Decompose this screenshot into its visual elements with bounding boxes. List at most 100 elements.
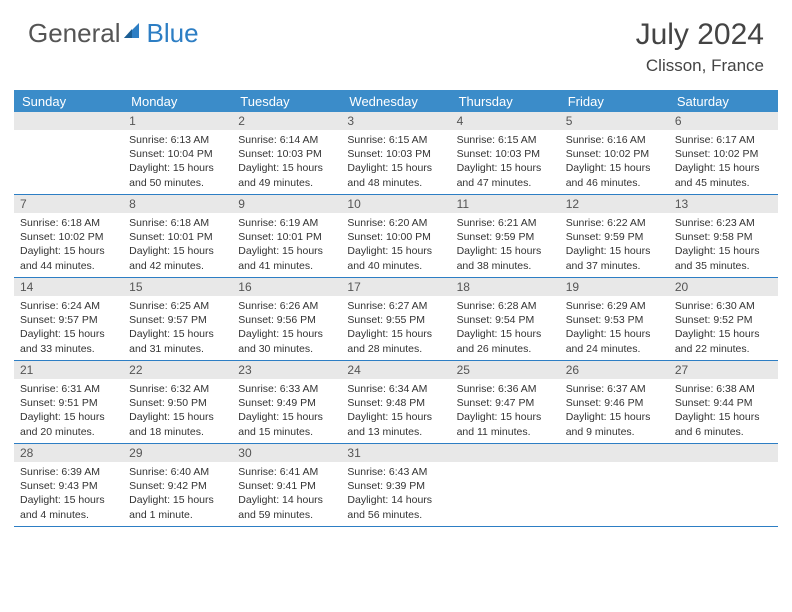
day-line: and 42 minutes. bbox=[129, 259, 226, 273]
day-number: 7 bbox=[14, 195, 123, 213]
day-line: Sunset: 9:42 PM bbox=[129, 479, 226, 493]
day-number: 3 bbox=[341, 112, 450, 130]
day-line: Sunrise: 6:13 AM bbox=[129, 133, 226, 147]
day-line: and 45 minutes. bbox=[675, 176, 772, 190]
day-line: Sunrise: 6:28 AM bbox=[457, 299, 554, 313]
day-number: 5 bbox=[560, 112, 669, 130]
day-body: Sunrise: 6:15 AMSunset: 10:03 PMDaylight… bbox=[341, 130, 450, 194]
day-number: 20 bbox=[669, 278, 778, 296]
day-cell: 8Sunrise: 6:18 AMSunset: 10:01 PMDayligh… bbox=[123, 195, 232, 277]
day-line: Sunset: 10:03 PM bbox=[457, 147, 554, 161]
day-cell: 10Sunrise: 6:20 AMSunset: 10:00 PMDaylig… bbox=[341, 195, 450, 277]
day-line: Daylight: 15 hours bbox=[675, 244, 772, 258]
day-line: Sunset: 10:02 PM bbox=[20, 230, 117, 244]
day-number: 26 bbox=[560, 361, 669, 379]
month-year: July 2024 bbox=[636, 18, 764, 52]
day-body: Sunrise: 6:28 AMSunset: 9:54 PMDaylight:… bbox=[451, 296, 560, 360]
day-line: Daylight: 15 hours bbox=[129, 244, 226, 258]
day-line: Daylight: 15 hours bbox=[347, 244, 444, 258]
day-body bbox=[560, 462, 669, 469]
day-line: and 37 minutes. bbox=[566, 259, 663, 273]
day-number: 21 bbox=[14, 361, 123, 379]
logo-sail-icon bbox=[121, 20, 143, 47]
day-line: Sunrise: 6:29 AM bbox=[566, 299, 663, 313]
day-line: Sunrise: 6:33 AM bbox=[238, 382, 335, 396]
day-cell: 23Sunrise: 6:33 AMSunset: 9:49 PMDayligh… bbox=[232, 361, 341, 443]
day-line: Sunset: 9:56 PM bbox=[238, 313, 335, 327]
day-body: Sunrise: 6:23 AMSunset: 9:58 PMDaylight:… bbox=[669, 213, 778, 277]
day-line: Sunset: 9:57 PM bbox=[20, 313, 117, 327]
day-line: and 6 minutes. bbox=[675, 425, 772, 439]
day-body: Sunrise: 6:43 AMSunset: 9:39 PMDaylight:… bbox=[341, 462, 450, 526]
day-number: 15 bbox=[123, 278, 232, 296]
day-body: Sunrise: 6:37 AMSunset: 9:46 PMDaylight:… bbox=[560, 379, 669, 443]
day-number bbox=[451, 444, 560, 462]
day-number bbox=[14, 112, 123, 130]
day-body: Sunrise: 6:29 AMSunset: 9:53 PMDaylight:… bbox=[560, 296, 669, 360]
day-line: Sunrise: 6:21 AM bbox=[457, 216, 554, 230]
day-line: Daylight: 15 hours bbox=[129, 410, 226, 424]
day-number: 22 bbox=[123, 361, 232, 379]
day-line: Sunset: 9:49 PM bbox=[238, 396, 335, 410]
day-line: Sunrise: 6:25 AM bbox=[129, 299, 226, 313]
day-cell: 11Sunrise: 6:21 AMSunset: 9:59 PMDayligh… bbox=[451, 195, 560, 277]
day-cell: 29Sunrise: 6:40 AMSunset: 9:42 PMDayligh… bbox=[123, 444, 232, 526]
day-line: Sunset: 10:00 PM bbox=[347, 230, 444, 244]
day-body: Sunrise: 6:15 AMSunset: 10:03 PMDaylight… bbox=[451, 130, 560, 194]
day-line: Daylight: 15 hours bbox=[20, 410, 117, 424]
day-line: Daylight: 15 hours bbox=[238, 410, 335, 424]
day-line: and 48 minutes. bbox=[347, 176, 444, 190]
weekday-header: Thursday bbox=[451, 90, 560, 112]
day-line: and 30 minutes. bbox=[238, 342, 335, 356]
day-body: Sunrise: 6:40 AMSunset: 9:42 PMDaylight:… bbox=[123, 462, 232, 526]
day-cell: 31Sunrise: 6:43 AMSunset: 9:39 PMDayligh… bbox=[341, 444, 450, 526]
day-line: and 13 minutes. bbox=[347, 425, 444, 439]
day-number: 27 bbox=[669, 361, 778, 379]
day-line: Sunset: 10:04 PM bbox=[129, 147, 226, 161]
day-line: Sunrise: 6:26 AM bbox=[238, 299, 335, 313]
day-number: 31 bbox=[341, 444, 450, 462]
day-body: Sunrise: 6:38 AMSunset: 9:44 PMDaylight:… bbox=[669, 379, 778, 443]
day-line: and 35 minutes. bbox=[675, 259, 772, 273]
day-line: Daylight: 15 hours bbox=[566, 161, 663, 175]
day-line: Daylight: 14 hours bbox=[238, 493, 335, 507]
day-cell: 14Sunrise: 6:24 AMSunset: 9:57 PMDayligh… bbox=[14, 278, 123, 360]
day-cell: 20Sunrise: 6:30 AMSunset: 9:52 PMDayligh… bbox=[669, 278, 778, 360]
day-line: and 56 minutes. bbox=[347, 508, 444, 522]
day-line: Sunrise: 6:22 AM bbox=[566, 216, 663, 230]
day-line: Daylight: 15 hours bbox=[20, 327, 117, 341]
day-cell: 30Sunrise: 6:41 AMSunset: 9:41 PMDayligh… bbox=[232, 444, 341, 526]
day-body: Sunrise: 6:31 AMSunset: 9:51 PMDaylight:… bbox=[14, 379, 123, 443]
day-line: and 22 minutes. bbox=[675, 342, 772, 356]
day-line: and 46 minutes. bbox=[566, 176, 663, 190]
day-cell: 9Sunrise: 6:19 AMSunset: 10:01 PMDayligh… bbox=[232, 195, 341, 277]
day-cell: 6Sunrise: 6:17 AMSunset: 10:02 PMDayligh… bbox=[669, 112, 778, 194]
day-line: Sunset: 9:50 PM bbox=[129, 396, 226, 410]
day-line: and 31 minutes. bbox=[129, 342, 226, 356]
day-line: Sunrise: 6:31 AM bbox=[20, 382, 117, 396]
day-line: Sunrise: 6:34 AM bbox=[347, 382, 444, 396]
day-body: Sunrise: 6:34 AMSunset: 9:48 PMDaylight:… bbox=[341, 379, 450, 443]
day-cell: 24Sunrise: 6:34 AMSunset: 9:48 PMDayligh… bbox=[341, 361, 450, 443]
day-line: Sunrise: 6:37 AM bbox=[566, 382, 663, 396]
day-body: Sunrise: 6:21 AMSunset: 9:59 PMDaylight:… bbox=[451, 213, 560, 277]
day-line: Sunset: 10:01 PM bbox=[129, 230, 226, 244]
day-line: Daylight: 15 hours bbox=[347, 161, 444, 175]
day-body bbox=[451, 462, 560, 469]
day-line: Daylight: 15 hours bbox=[347, 410, 444, 424]
day-body: Sunrise: 6:13 AMSunset: 10:04 PMDaylight… bbox=[123, 130, 232, 194]
logo-text-blue: Blue bbox=[147, 18, 199, 49]
day-line: Sunset: 9:44 PM bbox=[675, 396, 772, 410]
day-number: 24 bbox=[341, 361, 450, 379]
day-number: 16 bbox=[232, 278, 341, 296]
weekday-header: Tuesday bbox=[232, 90, 341, 112]
day-body: Sunrise: 6:18 AMSunset: 10:01 PMDaylight… bbox=[123, 213, 232, 277]
day-line: Sunrise: 6:40 AM bbox=[129, 465, 226, 479]
day-line: Daylight: 15 hours bbox=[238, 244, 335, 258]
day-line: Sunset: 9:39 PM bbox=[347, 479, 444, 493]
day-line: and 11 minutes. bbox=[457, 425, 554, 439]
header: General Blue July 2024 Clisson, France bbox=[0, 0, 792, 84]
day-line: Daylight: 15 hours bbox=[457, 244, 554, 258]
day-cell: 19Sunrise: 6:29 AMSunset: 9:53 PMDayligh… bbox=[560, 278, 669, 360]
day-line: Daylight: 15 hours bbox=[20, 244, 117, 258]
